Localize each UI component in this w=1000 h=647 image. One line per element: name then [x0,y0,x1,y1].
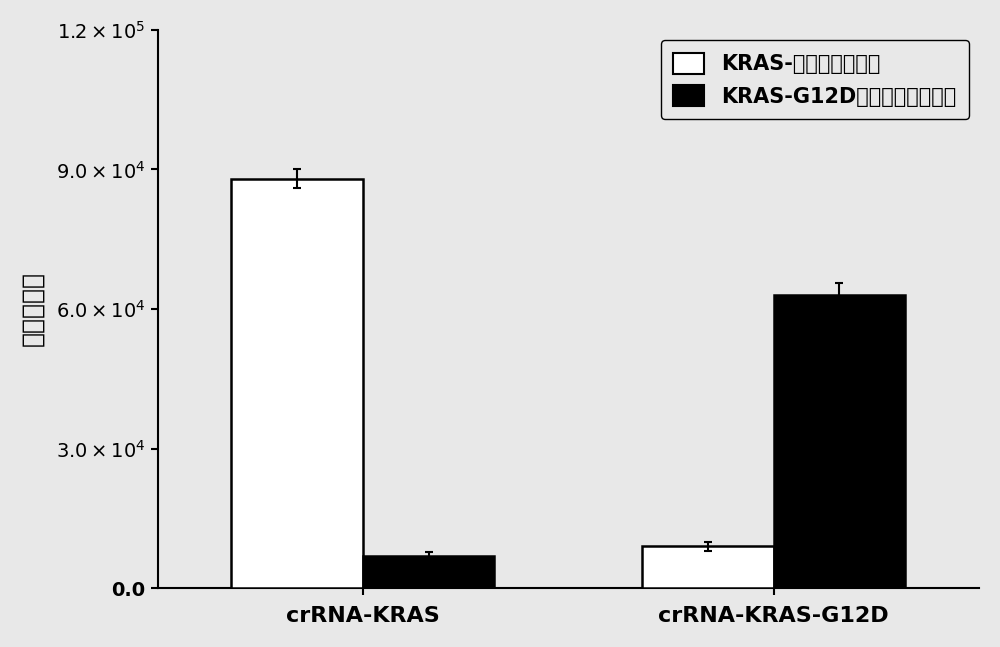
Bar [774,295,905,588]
Bar [231,179,363,588]
Y-axis label: 荧光信号值: 荧光信号值 [21,272,45,346]
Bar [363,556,494,588]
Legend: KRAS-野生型基因片段, KRAS-G12D突变型型基因片段: KRAS-野生型基因片段, KRAS-G12D突变型型基因片段 [661,40,969,119]
Bar [642,546,774,588]
